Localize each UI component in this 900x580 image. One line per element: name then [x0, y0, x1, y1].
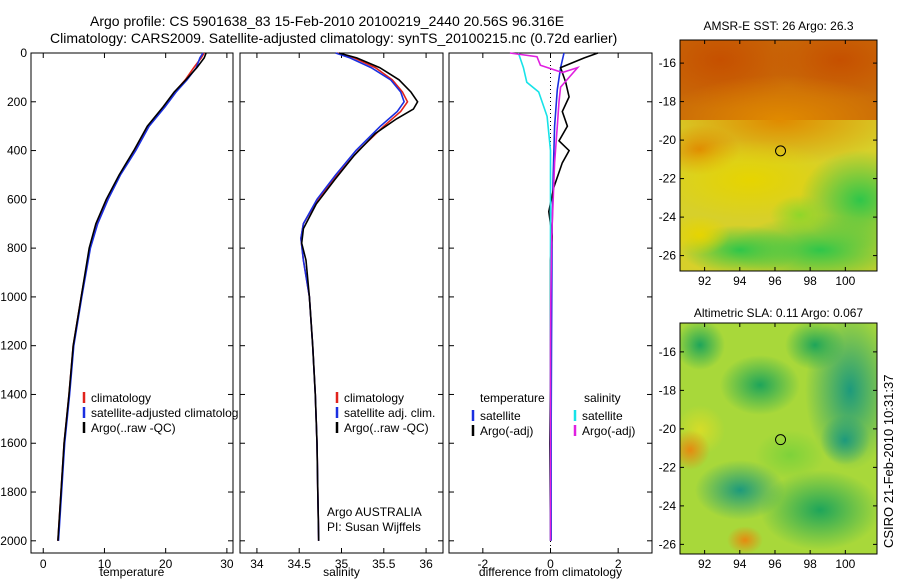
y-tick-label: -22	[659, 172, 677, 186]
salinity-panel: 34 34.5 35 35.5 36 salinity climatologysatelli…	[239, 52, 444, 579]
legend-title: salinity	[584, 391, 621, 405]
x-tick-label: 2	[615, 557, 622, 571]
sst_map-title: AMSR-E SST: 26 Argo: 26.3	[703, 19, 853, 33]
x-tick-label: 94	[733, 557, 747, 571]
x-tick-label: 10	[98, 557, 112, 571]
y-tick-label: 400	[7, 144, 27, 158]
y-tick-label: 0	[20, 46, 27, 60]
y-tick-label: -22	[659, 460, 677, 474]
y-tick-label: -20	[659, 133, 677, 147]
x-tick-label: 100	[835, 557, 855, 571]
series-argo-raw-qc-	[300, 52, 419, 541]
x-tick-label: -2	[477, 557, 488, 571]
series-climatology	[57, 52, 205, 541]
title-line-1: Argo profile: CS 5901638_83 15-Feb-2010 …	[90, 13, 564, 29]
x-tick-label: 96	[768, 557, 782, 571]
x-tick-label: 36	[419, 557, 433, 571]
temperature-frame	[30, 52, 234, 554]
x-tick-label: 0	[40, 557, 47, 571]
sst_map-panel: AMSR-E SST: 26 Argo: 26.3 92 94 96 98 100 -16 -…	[659, 19, 878, 288]
title-line-2: Climatology: CARS2009. Satellite-adjuste…	[50, 30, 617, 46]
x-tick-label: 34	[250, 557, 264, 571]
legend-label: Argo(-adj)	[582, 424, 635, 438]
y-tick-label: 600	[7, 192, 27, 206]
x-tick-label: 34.5	[288, 557, 312, 571]
series-temperature-argo-adj-	[547, 52, 599, 541]
argo-position-marker	[775, 434, 787, 446]
legend-label: climatology	[91, 391, 151, 405]
y-tick-label: 800	[7, 241, 27, 255]
legend-label: climatology	[344, 391, 404, 405]
x-tick-label: 35.5	[372, 557, 396, 571]
legend-label: satellite adj. clim.	[344, 406, 435, 420]
legend-label: satellite	[582, 409, 623, 423]
salinity-frame	[239, 52, 444, 554]
y-tick-label: 200	[7, 95, 27, 109]
sst-map-image	[680, 40, 877, 271]
y-tick-label: 1800	[0, 485, 27, 499]
y-tick-label: -24	[659, 210, 677, 224]
legend-label: Argo(-adj)	[480, 424, 533, 438]
x-tick-label: 96	[768, 274, 782, 288]
x-tick-label: 92	[698, 557, 712, 571]
salinity-xlabel: salinity	[323, 565, 360, 579]
series-salinity-argo-adj-	[509, 52, 581, 541]
series-satellite-adj-clim-	[300, 52, 405, 541]
y-tick-label: -26	[659, 537, 677, 551]
y-tick-label: -24	[659, 499, 677, 513]
x-tick-label: 100	[835, 274, 855, 288]
legend-title: temperature	[480, 391, 545, 405]
y-tick-label: 1200	[0, 339, 27, 353]
temperature-xlabel: temperature	[100, 565, 165, 579]
sla_map-panel: Altimetric SLA: 0.11 Argo: 0.067 92 94 96 98…	[659, 306, 878, 571]
series-satellite-adjusted-climatolog	[57, 52, 204, 541]
sst_map-frame	[679, 39, 878, 272]
series-argo-raw-qc-	[57, 52, 207, 541]
x-tick-label: 30	[220, 557, 234, 571]
temperature-panel: 0 10 20 30 0 200 400 600 800 1000 1200 1400 1600 1800…	[0, 46, 238, 579]
legend-label: satellite	[480, 409, 521, 423]
sla-map-image	[680, 323, 877, 554]
series-salinity-satellite	[517, 52, 552, 541]
sla_map-frame	[679, 322, 878, 555]
y-tick-label: -16	[659, 345, 677, 359]
x-tick-label: 98	[803, 274, 817, 288]
y-tick-label: -18	[659, 383, 677, 397]
y-tick-label: 2000	[0, 534, 27, 548]
legend-label: Argo(..raw -QC)	[344, 421, 429, 435]
credit-label: CSIRO 21-Feb-2010 10:31:37	[881, 375, 896, 548]
argo-position-marker	[775, 145, 787, 157]
y-tick-label: 1600	[0, 436, 27, 450]
y-tick-label: 1000	[0, 290, 27, 304]
x-tick-label: 92	[698, 274, 712, 288]
x-tick-label: 35	[335, 557, 349, 571]
x-tick-label: 98	[803, 557, 817, 571]
x-tick-label: 0	[547, 557, 554, 571]
sla_map-title: Altimetric SLA: 0.11 Argo: 0.067	[694, 306, 864, 320]
y-tick-label: -18	[659, 95, 677, 109]
annotation-text: PI: Susan Wijffels	[327, 520, 421, 534]
x-tick-label: 20	[159, 557, 173, 571]
y-tick-label: 1400	[0, 387, 27, 401]
difference-xlabel: difference from climatology	[479, 565, 622, 579]
legend-label: satellite-adjusted climatolog	[91, 406, 238, 420]
y-tick-label: -20	[659, 422, 677, 436]
x-tick-label: 94	[733, 274, 747, 288]
y-tick-label: -26	[659, 249, 677, 263]
annotation-text: Argo AUSTRALIA	[327, 505, 422, 519]
legend-label: Argo(..raw -QC)	[91, 421, 176, 435]
y-tick-label: -16	[659, 56, 677, 70]
